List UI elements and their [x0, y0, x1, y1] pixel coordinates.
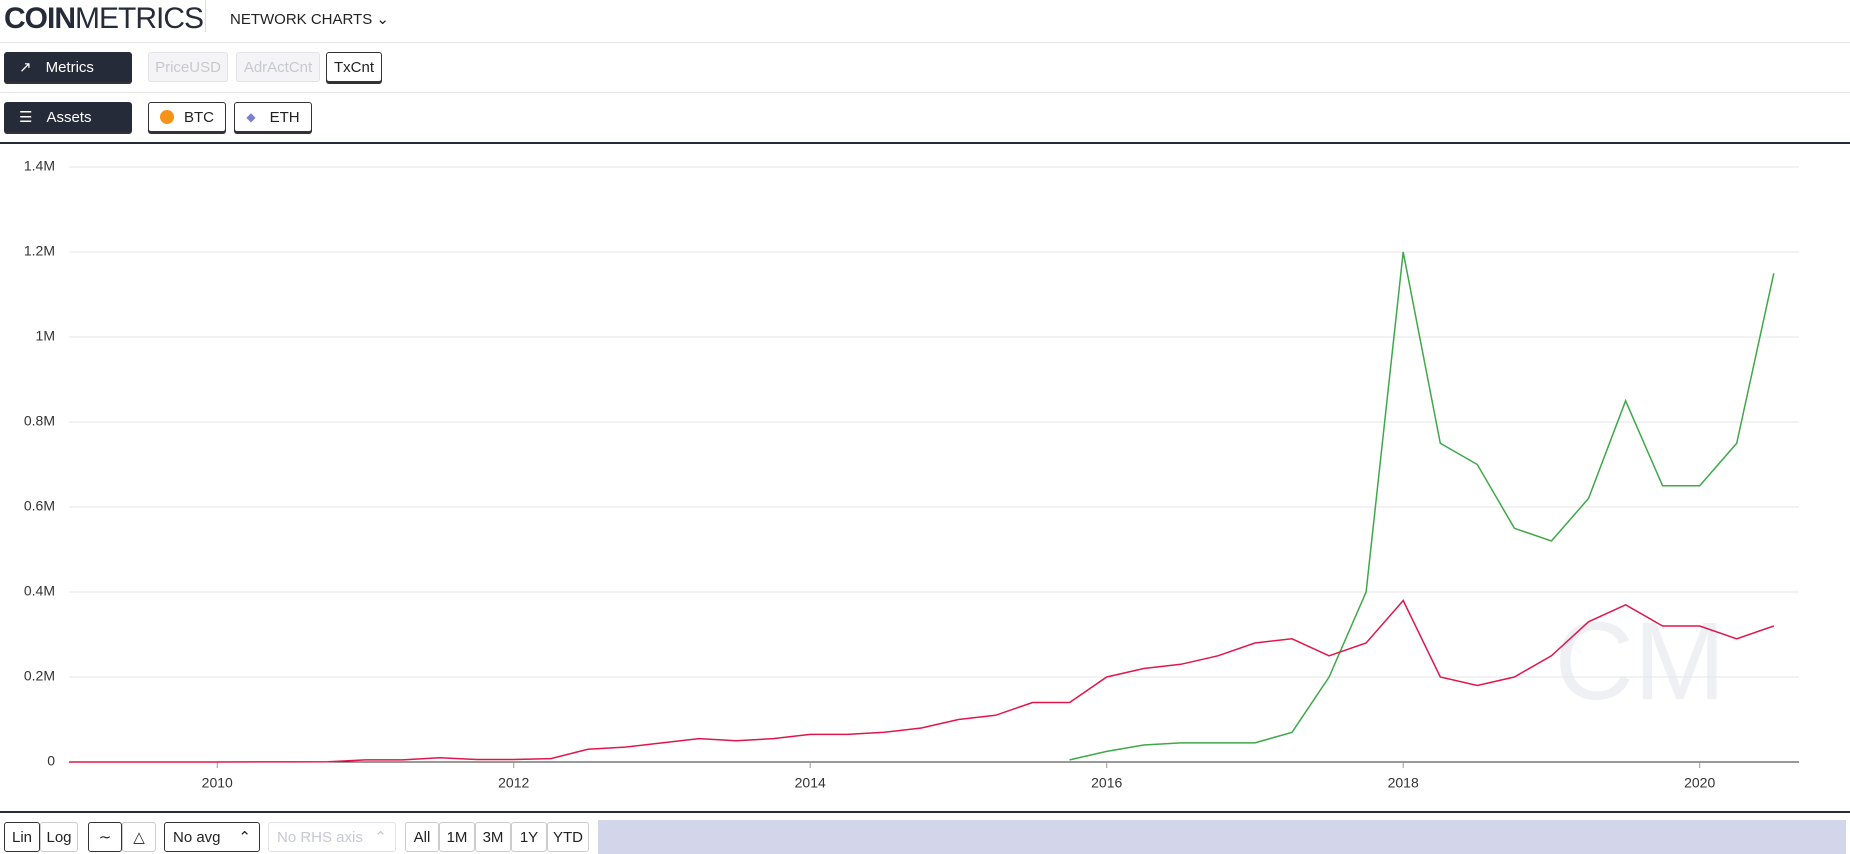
line-button[interactable]: ∼	[88, 822, 122, 852]
rhs-select[interactable]: No RHS axis ⌃	[268, 822, 396, 852]
avg-label: No avg	[173, 828, 221, 846]
x-tick-label: 2018	[1388, 775, 1419, 791]
assets-label: Assets	[46, 108, 92, 126]
x-tick-label: 2020	[1684, 775, 1715, 791]
divider	[0, 142, 1850, 144]
range-button[interactable]: All	[405, 822, 439, 852]
menu-label: NETWORK CHARTS	[230, 11, 373, 28]
y-tick-label: 0.2M	[24, 668, 55, 684]
x-tick-label: 2016	[1091, 775, 1122, 791]
divider	[0, 42, 1850, 43]
x-tick-label: 2012	[498, 775, 529, 791]
caret: ⌃	[238, 829, 251, 846]
range-button[interactable]: 3M	[475, 822, 511, 852]
icon: ↗	[19, 59, 32, 76]
x-tick-label: 2014	[795, 775, 826, 791]
caret: ⌃	[374, 829, 387, 846]
divider	[0, 811, 1850, 813]
legend-label: ETH	[269, 108, 300, 126]
y-tick-label: 1M	[36, 328, 55, 344]
eth-icon: ◆	[246, 110, 256, 124]
y-tick-label: 0.6M	[24, 498, 55, 514]
assets-button[interactable]: ☰ Assets	[4, 102, 132, 132]
btc-icon	[160, 110, 174, 124]
y-tick-label: 0.8M	[24, 413, 55, 429]
legend-label: BTC	[184, 108, 214, 126]
asset-eth[interactable]: ◆ ETH	[234, 102, 312, 132]
logo-light: METRICS	[75, 2, 204, 35]
y-tick-label: 0.4M	[24, 583, 55, 599]
range-button[interactable]: 1Y	[511, 822, 547, 852]
range-button[interactable]: YTD	[547, 822, 589, 852]
series-line	[69, 599, 1775, 763]
y-tick-label: 0	[47, 753, 55, 769]
y-tick-label: 1.2M	[24, 243, 55, 259]
range-navigator[interactable]	[598, 820, 1846, 854]
rhs-label: No RHS axis	[277, 828, 363, 846]
logo-bold: COIN	[4, 2, 76, 35]
area-button[interactable]: △	[122, 822, 156, 852]
logo[interactable]: COINMETRICS	[4, 2, 204, 36]
metric-option[interactable]: AdrActCnt	[236, 52, 320, 82]
x-tick-label: 2010	[202, 775, 233, 791]
range-button[interactable]: 1M	[439, 822, 475, 852]
metrics-button[interactable]: ↗ Metrics	[4, 52, 132, 82]
separator	[205, 0, 206, 32]
y-tick-label: 1.4M	[24, 158, 55, 174]
metric-option[interactable]: TxCnt	[326, 52, 382, 82]
asset-btc[interactable]: BTC	[148, 102, 226, 132]
metric-option[interactable]: PriceUSD	[148, 52, 228, 82]
series-line	[1069, 251, 1775, 761]
scale-button[interactable]: Lin	[4, 822, 40, 852]
icon: ☰	[19, 109, 33, 126]
menu[interactable]: NETWORK CHARTS ⌄	[230, 11, 389, 28]
watermark: CM	[1554, 600, 1725, 723]
divider	[0, 92, 1850, 93]
metrics-label: Metrics	[45, 58, 94, 76]
avg-select[interactable]: No avg ⌃	[164, 822, 260, 852]
scale-button[interactable]: Log	[40, 822, 78, 852]
